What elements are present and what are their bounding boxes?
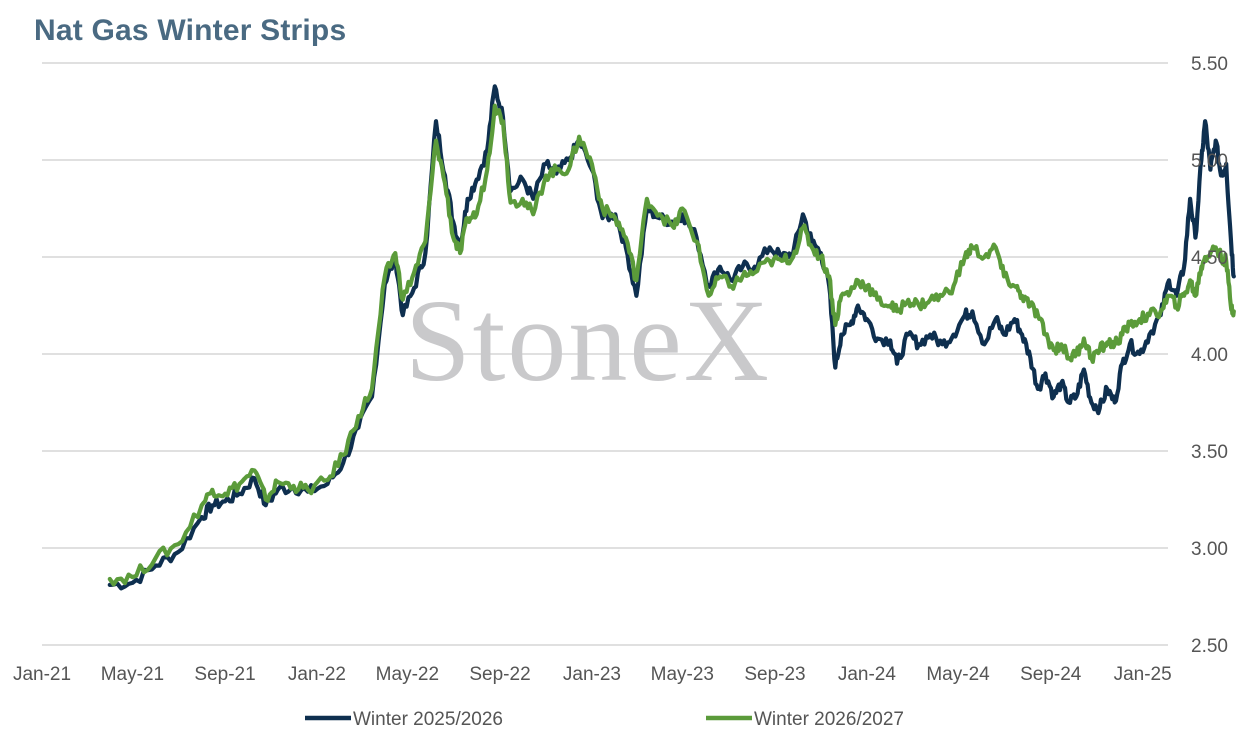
y-tick-label: 4.00	[1191, 345, 1228, 366]
x-tick-label: Jan-25	[1114, 664, 1172, 685]
x-tick-label: Sep-22	[469, 664, 530, 685]
y-tick-label: 4.50	[1191, 248, 1228, 269]
y-axis: 2.50 3.00 3.50 4.00 4.50 5.00 5.50	[1191, 54, 1228, 657]
x-tick-label: Sep-21	[194, 664, 255, 685]
x-tick-label: Jan-23	[563, 664, 621, 685]
x-tick-label: May-24	[926, 664, 990, 685]
y-tick-label: 3.00	[1191, 539, 1228, 560]
x-axis: Jan-21 May-21 Sep-21 Jan-22 May-22 Sep-22 Jan-…	[13, 664, 1172, 685]
legend: Winter 2025/2026 Winter 2026/2027	[305, 709, 904, 730]
x-tick-label: Jan-24	[838, 664, 897, 685]
gridlines	[42, 62, 1168, 646]
x-tick-label: Jan-21	[13, 664, 71, 685]
y-tick-label: 3.50	[1191, 442, 1228, 463]
x-tick-label: Sep-24	[1020, 664, 1082, 685]
chart-title: Nat Gas Winter Strips	[34, 14, 347, 47]
x-tick-label: May-21	[101, 664, 164, 685]
x-tick-label: Jan-22	[288, 664, 346, 685]
y-tick-label: 2.50	[1191, 636, 1228, 657]
y-tick-label: 5.00	[1191, 151, 1228, 172]
x-tick-label: May-23	[651, 664, 714, 685]
legend-label: Winter 2026/2027	[754, 709, 904, 730]
series-line-winter-2026-2027	[107, 103, 1236, 587]
watermark-logo: StoneX	[405, 275, 771, 406]
x-tick-label: May-22	[376, 664, 439, 685]
x-tick-label: Sep-23	[744, 664, 805, 685]
series-lines	[107, 84, 1236, 591]
legend-label: Winter 2025/2026	[353, 709, 503, 730]
y-tick-label: 5.50	[1191, 54, 1228, 75]
